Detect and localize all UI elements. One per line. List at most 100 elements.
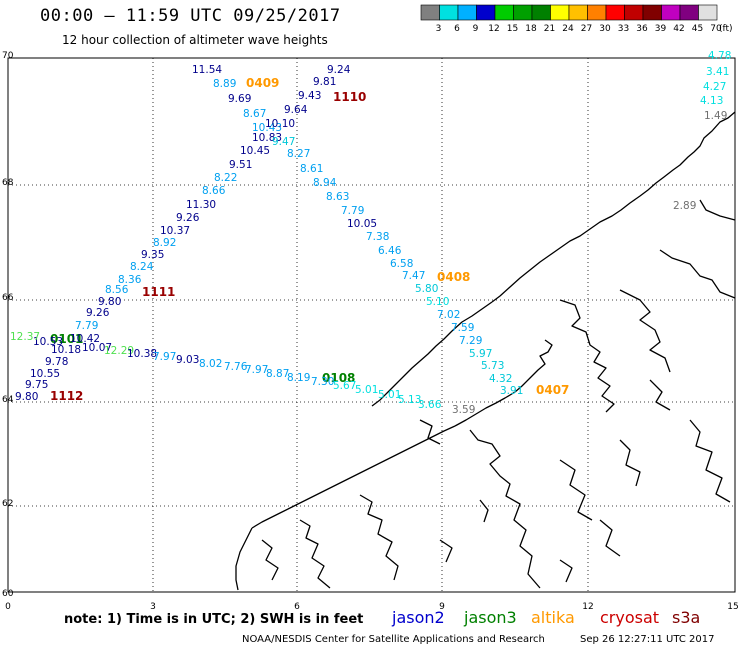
legend-altika: altika [531,608,575,627]
wave-height-value: 10.18 [51,344,81,356]
wave-height-value: 4.13 [700,95,723,107]
coastline-segment [479,499,489,523]
wave-height-value: 10.05 [347,218,377,230]
wave-height-value: 9.24 [327,64,351,76]
wave-height-value: 7.97 [153,351,176,363]
colorbar-swatch [661,4,681,21]
legend-cryosat: cryosat [600,608,660,627]
wave-height-value: 8.66 [202,185,226,197]
colorbar-swatch [642,4,662,21]
wave-height-value: 9.69 [228,93,251,105]
colorbar-label: 36 [636,24,648,34]
wave-height-value: 10.55 [30,368,60,380]
legend-jason2: jason2 [392,608,445,627]
coastline-segment [419,419,441,445]
wave-height-value: 9.80 [15,391,38,403]
wave-height-value: 12.37 [10,331,40,343]
colorbar-swatch [531,4,551,21]
coastline-segment [599,519,621,557]
coastline-segment [359,494,399,581]
wave-height-value: 2.89 [673,200,696,212]
wave-height-value: 10.83 [252,132,282,144]
wave-height-value: 7.76 [224,361,248,373]
wave-height-value: 7.79 [341,205,364,217]
wave-height-value: 7.30 [311,376,334,388]
legend-s3a: s3a [672,608,701,627]
colorbar-swatch [568,4,588,21]
wave-height-value: 7.38 [366,231,389,243]
colorbar-swatch [605,4,625,21]
wave-height-value: 8.89 [213,78,236,90]
wave-height-value: 10.07 [82,342,112,354]
wave-height-value: 10.45 [240,145,270,157]
page-title: 00:00 — 11:59 UTC 09/25/2017 [40,6,341,26]
coastline-layer [235,111,736,591]
colorbar-swatch [679,4,699,21]
wave-height-value: 10.42 [70,333,100,345]
wave-height-value: 5.13 [398,394,421,406]
wave-height-value: 3.66 [418,399,442,411]
colorbar-label: 3 [436,24,442,34]
wave-height-value: 7.59 [451,322,474,334]
page-subtitle: 12 hour collection of altimeter wave hei… [62,33,328,47]
wave-height-value: 5.67 [333,380,356,392]
coastline-segment [559,459,593,521]
latitude-label: 62 [2,499,13,509]
coastline-segment [235,527,253,591]
wave-height-value: 9.03 [176,354,199,366]
wave-height-value: 8.02 [199,358,222,370]
wave-height-value: 9.43 [298,90,321,102]
track-time-label: 1110 [333,90,366,104]
wave-height-value: 8.19 [287,372,310,384]
latitude-label: 60 [2,589,14,599]
colorbar-label: 33 [618,24,629,34]
wave-height-value: 10.37 [160,225,190,237]
colorbar-label: 18 [525,24,537,34]
coastline-segment [659,249,736,299]
coastline-segment [439,539,453,563]
wave-height-value: 5.80 [415,283,438,295]
wave-height-value: 7.97 [245,364,268,376]
wave-height-value: 3.41 [706,66,729,78]
coastline-segment [251,425,456,529]
colorbar-label: 39 [655,24,667,34]
wave-height-value: 9.35 [141,249,164,261]
track-time-label: 0407 [536,383,569,397]
wave-height-value: 5.01 [355,384,378,396]
coastline-segment [469,429,541,589]
map-frame [7,57,736,593]
colorbar-swatch [457,4,477,21]
wave-height-value: 3.91 [500,385,523,397]
wave-height-value: 5.01 [378,389,401,401]
wave-height-value: 8.36 [118,274,142,286]
latitude-label: 68 [2,178,14,188]
wave-height-value: 7.79 [75,320,98,332]
longitude-label: 6 [294,602,300,612]
grid-lines [8,58,735,592]
longitude-label: 3 [150,602,156,612]
colorbar-swatch [624,4,644,21]
wave-height-value: 7.29 [459,335,482,347]
wave-height-value: 5.73 [481,360,504,372]
wave-height-value: 8.56 [105,284,129,296]
track-time-label: 0108 [322,371,355,385]
wave-height-value: 11.30 [186,199,216,211]
colorbar-label: 9 [473,24,479,34]
colorbar-swatch [513,4,533,21]
wave-height-value: 9.75 [25,379,48,391]
wave-height-value: 8.22 [214,172,237,184]
track-time-label: 1112 [50,389,83,403]
coastline-segment [619,289,671,373]
wave-height-value: 8.24 [130,261,154,273]
footer-note: note: 1) Time is in UTC; 2) SWH is in fe… [64,612,364,627]
latitude-label: 66 [2,293,14,303]
latitude-ticks: 70 68 66 64 62 60 [2,51,14,599]
wave-height-value: 5.10 [426,296,449,308]
wave-height-labels: 0409 1110 1111 0101 1112 0408 0108 0407 11.54 8.8… [10,50,731,416]
wave-height-value: 10.43 [252,122,282,134]
colorbar-swatch [494,4,514,21]
colorbar-swatch [476,4,496,21]
wave-height-value: 4.27 [703,81,726,93]
track-time-label: 0101 [50,332,83,346]
